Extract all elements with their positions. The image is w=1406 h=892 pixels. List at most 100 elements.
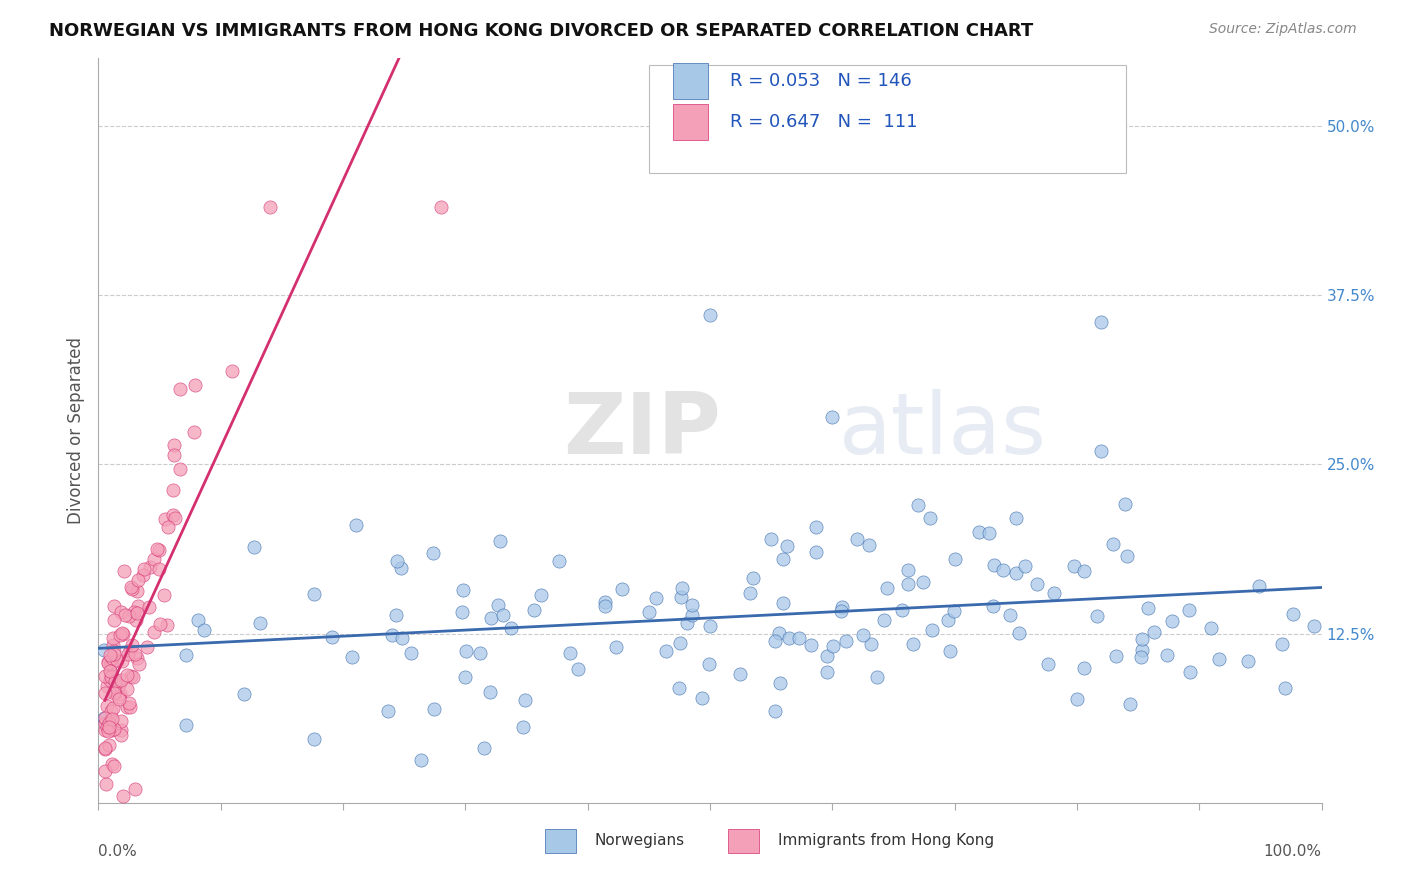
Point <box>761 532 783 546</box>
Y-axis label: Divorced or Separated: Divorced or Separated <box>66 337 84 524</box>
Point <box>488 534 510 549</box>
Point <box>302 587 325 601</box>
Point <box>232 687 254 701</box>
Point <box>98 721 121 735</box>
Point <box>676 615 699 630</box>
Point <box>118 609 141 624</box>
Point <box>100 671 122 685</box>
Point <box>128 657 150 671</box>
Point <box>1156 648 1178 662</box>
Point <box>637 605 659 619</box>
Point <box>94 764 117 778</box>
Point <box>1115 549 1137 563</box>
Point <box>430 200 453 214</box>
Point <box>776 539 799 553</box>
Point <box>499 621 522 635</box>
Text: Norwegians: Norwegians <box>595 833 685 848</box>
Point <box>981 599 1004 613</box>
Point <box>998 608 1021 623</box>
Point <box>100 657 122 672</box>
Text: NORWEGIAN VS IMMIGRANTS FROM HONG KONG DIVORCED OR SEPARATED CORRELATION CHART: NORWEGIAN VS IMMIGRANTS FROM HONG KONG D… <box>49 22 1033 40</box>
Point <box>163 511 186 525</box>
Point <box>149 616 172 631</box>
Point <box>121 638 143 652</box>
Point <box>1161 614 1184 628</box>
Point <box>117 681 139 696</box>
Point <box>454 670 477 684</box>
Point <box>858 539 880 553</box>
Point <box>912 574 935 589</box>
Point <box>901 637 924 651</box>
Point <box>1130 632 1153 646</box>
Point <box>1274 681 1296 695</box>
Point <box>983 558 1005 572</box>
Point <box>118 696 141 710</box>
Point <box>1004 511 1026 525</box>
Point <box>547 554 569 568</box>
Point <box>472 740 495 755</box>
Point <box>558 647 581 661</box>
Point <box>103 613 125 627</box>
Point <box>138 600 160 615</box>
Point <box>193 624 215 638</box>
Point <box>242 540 264 554</box>
Point <box>96 720 118 734</box>
Point <box>991 563 1014 577</box>
Point <box>120 580 142 594</box>
Point <box>162 508 184 523</box>
Point <box>156 519 179 533</box>
Point <box>93 642 115 657</box>
Point <box>1026 577 1049 591</box>
Point <box>97 724 120 739</box>
Point <box>789 631 811 645</box>
Point <box>936 613 959 627</box>
Point <box>699 308 721 322</box>
Point <box>943 552 966 566</box>
Point <box>593 594 616 608</box>
Point <box>98 738 121 752</box>
Point <box>100 670 122 684</box>
Text: R = 0.647   N =  111: R = 0.647 N = 111 <box>730 113 917 131</box>
Point <box>100 723 122 738</box>
Point <box>806 545 828 559</box>
Point <box>184 378 207 392</box>
Point <box>152 588 174 602</box>
Point <box>103 599 125 613</box>
Text: Immigrants from Hong Kong: Immigrants from Hong Kong <box>778 833 994 848</box>
Point <box>488 599 510 613</box>
Point <box>94 669 117 683</box>
Point <box>668 636 690 650</box>
Point <box>105 653 128 667</box>
Point <box>690 691 713 706</box>
Point <box>115 668 138 682</box>
Point <box>94 711 117 725</box>
Point <box>94 777 117 791</box>
Point <box>110 605 132 619</box>
Point <box>1004 566 1026 580</box>
Point <box>605 640 627 654</box>
Point <box>174 648 197 663</box>
Point <box>118 700 141 714</box>
Point <box>385 554 408 568</box>
Point <box>94 723 117 737</box>
Point <box>96 679 118 693</box>
Point <box>1201 621 1223 635</box>
Point <box>769 676 792 690</box>
Text: R = 0.053   N = 146: R = 0.053 N = 146 <box>730 72 911 90</box>
Point <box>100 719 122 733</box>
Point <box>94 716 117 731</box>
Point <box>873 613 896 627</box>
Point <box>124 605 146 619</box>
Point <box>478 685 501 699</box>
Point <box>94 742 117 756</box>
Point <box>97 656 120 670</box>
Point <box>967 524 990 539</box>
Point <box>169 462 191 476</box>
Point <box>523 603 546 617</box>
Point <box>921 624 943 638</box>
Point <box>100 705 122 719</box>
Point <box>1130 643 1153 657</box>
Point <box>977 525 1000 540</box>
Point <box>103 644 125 658</box>
Point <box>1090 443 1112 458</box>
